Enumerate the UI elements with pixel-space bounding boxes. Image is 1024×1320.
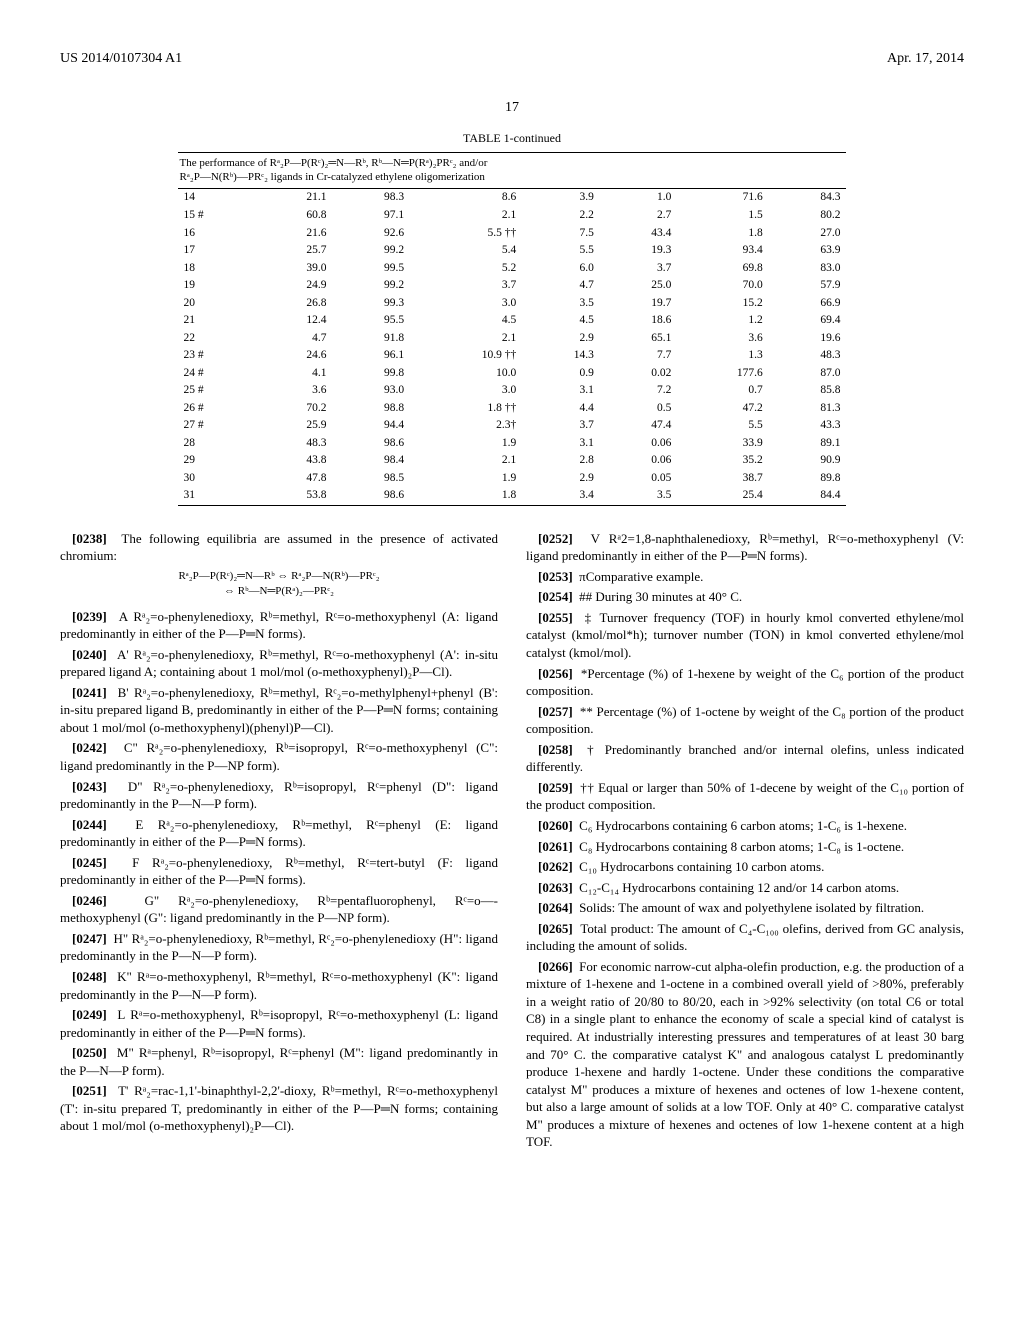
- para-0244: E Rᵃ₂=o-phenylenedioxy, Rᵇ=methyl, Rᶜ=ph…: [60, 817, 498, 850]
- para-0260: C₆ Hydrocarbons containing 6 carbon atom…: [579, 818, 907, 833]
- table-row: 3047.898.51.92.90.0538.789.8: [178, 470, 847, 488]
- para-0243: D" Rᵃ₂=o-phenylenedioxy, Rᵇ=isopropyl, R…: [60, 779, 498, 812]
- table-row: 1924.999.23.74.725.070.057.9: [178, 277, 847, 295]
- para-0264: Solids: The amount of wax and polyethyle…: [579, 900, 924, 915]
- para-0257: ** Percentage (%) of 1-octene by weight …: [526, 704, 964, 737]
- para-0246: G" Rᵃ₂=o-phenylenedioxy, Rᵇ=pentafluorop…: [60, 893, 498, 926]
- publication-number: US 2014/0107304 A1: [60, 50, 182, 69]
- table-row: 2026.899.33.03.519.715.266.9: [178, 295, 847, 313]
- para-0261: C₈ Hydrocarbons containing 8 carbon atom…: [579, 839, 904, 854]
- table-row: 1725.799.25.45.519.393.463.9: [178, 242, 847, 260]
- table-caption-1: The performance of Rᵃ₂P—P(Rᶜ)₂═N—Rᵇ, Rᵇ—…: [180, 157, 488, 169]
- para-0249: L Rᵃ=o-methoxyphenyl, Rᵇ=isopropyl, Rᶜ=o…: [60, 1007, 498, 1040]
- para-0266: For economic narrow-cut alpha-olefin pro…: [526, 959, 964, 1149]
- para-0262: C₁₀ Hydrocarbons containing 10 carbon at…: [579, 859, 824, 874]
- equilibria-block: Rᵃ₂P—P(Rᶜ)₂═N—Rᵇ ⇔ Rᵃ₂P—N(Rᵇ)—PRᶜ₂ ⇔ Rᵇ—…: [60, 569, 498, 600]
- para-0252: V Rᵃ2=1,8-naphthalenedioxy, Rᵇ=methyl, R…: [526, 531, 964, 564]
- table-row: 1621.692.65.5 ††7.543.41.827.0: [178, 225, 847, 243]
- para-0239: A Rᵃ₂=o-phenylenedioxy, Rᵇ=methyl, Rᶜ=o-…: [60, 609, 498, 642]
- table-row: 224.791.82.12.965.13.619.6: [178, 330, 847, 348]
- para-0241: B' Rᵃ₂=o-phenylenedioxy, Rᵇ=methyl, Rᶜ₂=…: [60, 685, 498, 735]
- table-row: 23 #24.696.110.9 ††14.37.71.348.3: [178, 347, 847, 365]
- para-0250: M" Rᵃ=phenyl, Rᵇ=isopropyl, Rᶜ=phenyl (M…: [60, 1045, 498, 1078]
- para-0258: † Predominantly branched and/or internal…: [526, 742, 964, 775]
- para-0240: A' Rᵃ₂=o-phenylenedioxy, Rᵇ=methyl, Rᶜ=o…: [60, 647, 498, 680]
- page-header: US 2014/0107304 A1 Apr. 17, 2014: [60, 50, 964, 69]
- para-0259: †† Equal or larger than 50% of 1-decene …: [526, 780, 964, 813]
- table-row: 2943.898.42.12.80.0635.290.9: [178, 452, 847, 470]
- body-columns: [0238] The following equilibria are assu…: [60, 530, 964, 1151]
- para-0251: T' Rᵃ₂=rac-1,1'-binaphthyl-2,2'-dioxy, R…: [60, 1083, 498, 1133]
- table-row: 24 #4.199.810.00.90.02177.687.0: [178, 365, 847, 383]
- table-row: 15 #60.897.12.12.22.71.580.2: [178, 207, 847, 225]
- table-title: TABLE 1-continued: [178, 130, 847, 146]
- para-0265: Total product: The amount of C₄-C₁₀₀ ole…: [526, 921, 964, 954]
- para-0254: ## During 30 minutes at 40° C.: [579, 589, 742, 604]
- table-row: 1421.198.38.63.91.071.684.3: [178, 189, 847, 207]
- para-0253: πComparative example.: [579, 569, 703, 584]
- table-row: 26 #70.298.81.8 ††4.40.547.281.3: [178, 400, 847, 418]
- table-row: 1839.099.55.26.03.769.883.0: [178, 260, 847, 278]
- table-row: 2848.398.61.93.10.0633.989.1: [178, 435, 847, 453]
- table-row: 2112.495.54.54.518.61.269.4: [178, 312, 847, 330]
- table-1-continued: TABLE 1-continued The performance of Rᵃ₂…: [178, 130, 847, 506]
- para-0238: The following equilibria are assumed in …: [60, 531, 498, 564]
- page-number: 17: [60, 99, 964, 118]
- para-0256: *Percentage (%) of 1-hexene by weight of…: [526, 666, 964, 699]
- para-0263: C₁₂-C₁₄ Hydrocarbons containing 12 and/o…: [579, 880, 899, 895]
- publication-date: Apr. 17, 2014: [887, 50, 964, 69]
- para-0242: C" Rᵃ₂=o-phenylenedioxy, Rᵇ=isopropyl, R…: [60, 740, 498, 773]
- para-0255: ‡ Turnover frequency (TOF) in hourly kmo…: [526, 610, 964, 660]
- table-row: 3153.898.61.83.43.525.484.4: [178, 487, 847, 505]
- para-0247: H" Rᵃ₂=o-phenylenedioxy, Rᵇ=methyl, Rᶜ₂=…: [60, 931, 498, 964]
- table-caption-2: Rᵃ₂P—N(Rᵇ)—PRᶜ₂ ligands in Cr-catalyzed …: [180, 171, 485, 183]
- para-0245: F Rᵃ₂=o-phenylenedioxy, Rᵇ=methyl, Rᶜ=te…: [60, 855, 498, 888]
- data-table: The performance of Rᵃ₂P—P(Rᶜ)₂═N—Rᵇ, Rᵇ—…: [178, 152, 847, 506]
- table-row: 27 #25.994.42.3†3.747.45.543.3: [178, 417, 847, 435]
- para-0248: K" Rᵃ=o-methoxyphenyl, Rᵇ=methyl, Rᶜ=o-m…: [60, 969, 498, 1002]
- table-row: 25 #3.693.03.03.17.20.785.8: [178, 382, 847, 400]
